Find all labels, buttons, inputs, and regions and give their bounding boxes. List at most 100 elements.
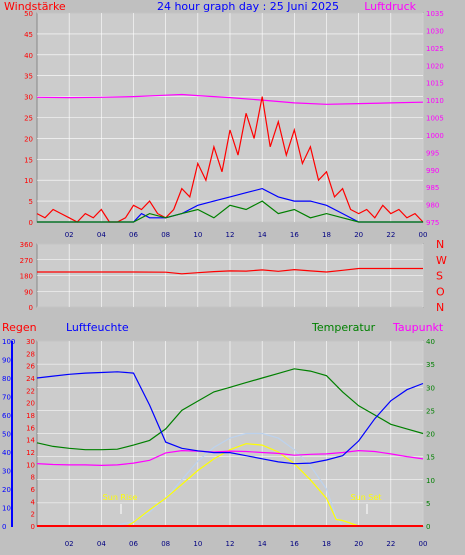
series-line xyxy=(37,200,423,223)
legend-taupunkt: Taupunkt xyxy=(392,321,444,334)
x-tick-label: 16 xyxy=(290,231,299,239)
humidity-tick-label: 22 xyxy=(26,387,35,395)
sun-set-label: Sun Set xyxy=(351,493,382,502)
wind-tick-label: 45 xyxy=(24,31,33,39)
direction-tick-label: 270 xyxy=(20,257,33,265)
temperature-tick-label: 10 xyxy=(426,477,435,485)
rain-tick-label: 100 xyxy=(2,338,15,346)
series-line xyxy=(37,432,423,527)
pressure-tick-label: 980 xyxy=(426,202,439,210)
wind-tick-label: 35 xyxy=(24,73,33,81)
compass-label: N xyxy=(436,301,444,314)
compass-label: O xyxy=(436,285,445,298)
temperature-tick-label: 0 xyxy=(426,523,430,531)
x-tick-label: 10 xyxy=(193,231,202,239)
legend-temperatur: Temperatur xyxy=(311,321,376,334)
rain-tick-label: 50 xyxy=(2,431,11,439)
sun-rise-label: Sun Rise xyxy=(103,493,138,502)
x-tick-label: 16 xyxy=(290,540,299,548)
wind-tick-label: 15 xyxy=(24,156,33,164)
pressure-tick-label: 1015 xyxy=(426,80,444,88)
series-line xyxy=(36,449,424,467)
humidity-tick-label: 28 xyxy=(26,350,35,358)
pressure-tick-label: 1000 xyxy=(426,132,444,140)
pressure-tick-label: 1025 xyxy=(426,45,444,53)
temperature-tick-label: 35 xyxy=(426,361,435,369)
series-line xyxy=(36,96,424,223)
legend-regen: Regen xyxy=(2,321,37,334)
series-line xyxy=(37,267,423,275)
x-tick-label: 18 xyxy=(322,231,331,239)
x-tick-label: 14 xyxy=(258,540,267,548)
rain-tick-label: 0 xyxy=(2,523,6,531)
pressure-tick-label: 1035 xyxy=(426,10,444,18)
series-line xyxy=(36,368,424,451)
humidity-tick-label: 30 xyxy=(26,338,35,346)
humidity-tick-label: 4 xyxy=(31,498,36,506)
x-tick-label: 18 xyxy=(322,540,331,548)
humidity-tick-label: 2 xyxy=(31,511,35,519)
x-tick-label: 00 xyxy=(419,540,428,548)
pressure-tick-label: 1030 xyxy=(426,27,444,35)
temperature-tick-label: 40 xyxy=(426,338,435,346)
rain-tick-label: 30 xyxy=(2,468,11,476)
x-tick-label: 22 xyxy=(386,231,395,239)
humidity-tick-label: 14 xyxy=(26,437,35,445)
humidity-tick-label: 16 xyxy=(26,424,35,432)
humidity-tick-label: 6 xyxy=(31,486,36,494)
series-line xyxy=(37,443,423,527)
pressure-tick-label: 1005 xyxy=(426,115,444,123)
wind-tick-label: 0 xyxy=(29,219,33,227)
x-tick-label: 12 xyxy=(226,540,235,548)
compass-label: W xyxy=(436,254,447,267)
humidity-tick-label: 26 xyxy=(26,363,35,371)
rain-tick-label: 70 xyxy=(2,394,11,402)
pressure-tick-label: 1010 xyxy=(426,97,444,105)
x-tick-label: 20 xyxy=(354,540,363,548)
x-tick-label: 14 xyxy=(258,231,267,239)
direction-tick-label: 360 xyxy=(20,241,33,249)
humidity-tick-label: 0 xyxy=(31,523,35,531)
x-tick-label: 22 xyxy=(386,540,395,548)
x-tick-label: 04 xyxy=(97,231,106,239)
temperature-tick-label: 15 xyxy=(426,454,435,462)
humidity-tick-label: 10 xyxy=(26,461,35,469)
temperature-tick-label: 20 xyxy=(426,431,435,439)
rain-tick-label: 40 xyxy=(2,449,11,457)
wind-tick-label: 30 xyxy=(24,94,33,102)
temperature-tick-label: 30 xyxy=(426,384,435,392)
pressure-tick-label: 990 xyxy=(426,167,439,175)
humidity-tick-label: 18 xyxy=(26,412,35,420)
wind-tick-label: 25 xyxy=(24,115,33,123)
pressure-tick-label: 985 xyxy=(426,184,439,192)
temperature-tick-label: 25 xyxy=(426,407,435,415)
pressure-tick-label: 995 xyxy=(426,149,439,157)
rain-tick-label: 60 xyxy=(2,412,11,420)
temperature-tick-label: 5 xyxy=(426,500,430,508)
series-line xyxy=(36,93,424,105)
direction-tick-label: 180 xyxy=(20,273,33,281)
rain-tick-label: 20 xyxy=(2,486,11,494)
pressure-axis-label: Luftdruck xyxy=(364,0,416,13)
humidity-tick-label: 20 xyxy=(26,400,35,408)
x-tick-label: 10 xyxy=(193,540,202,548)
x-tick-label: 08 xyxy=(161,540,170,548)
humidity-tick-label: 12 xyxy=(26,449,35,457)
pressure-tick-label: 1020 xyxy=(426,62,444,70)
wind-tick-label: 20 xyxy=(24,135,33,143)
direction-tick-label: 0 xyxy=(29,304,33,312)
wind-axis-label: Windstärke xyxy=(4,0,66,13)
rain-tick-label: 80 xyxy=(2,375,11,383)
series-line xyxy=(37,187,423,223)
x-tick-label: 06 xyxy=(129,231,138,239)
pressure-tick-label: 975 xyxy=(426,219,439,227)
direction-tick-label: 90 xyxy=(24,288,33,296)
x-tick-label: 02 xyxy=(65,231,74,239)
x-tick-label: 12 xyxy=(226,231,235,239)
legend-luftfeuchte: Luftfeuchte xyxy=(66,321,129,334)
x-tick-label: 00 xyxy=(419,231,428,239)
x-tick-label: 08 xyxy=(161,231,170,239)
